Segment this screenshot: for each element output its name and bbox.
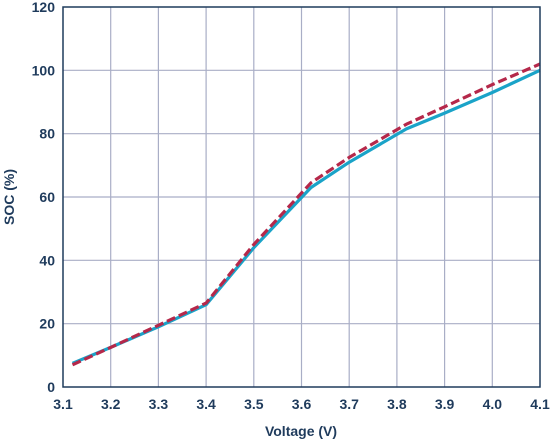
x-tick-label: 4.0 xyxy=(483,396,503,412)
x-axis-title: Voltage (V) xyxy=(265,423,337,439)
x-tick-label: 3.7 xyxy=(339,396,359,412)
x-tick-label: 3.9 xyxy=(435,396,455,412)
series-layer xyxy=(71,62,541,367)
y-tick-label: 100 xyxy=(32,62,56,78)
y-tick-label: 120 xyxy=(32,0,56,15)
x-tick-label: 3.4 xyxy=(196,396,216,412)
plot-frame xyxy=(62,6,541,388)
x-tick-label: 3.2 xyxy=(101,396,121,412)
series-line-solid xyxy=(71,68,541,365)
x-tick-label: 3.1 xyxy=(53,396,73,412)
x-tick-label: 4.1 xyxy=(530,396,550,412)
tick-label-layer: 3.1 3.2 3.3 3.4 3.5 3.6 3.7 3.8 3.9 4.0 4.1 0 20 40 60… xyxy=(32,0,550,412)
y-tick-label: 20 xyxy=(39,316,55,332)
x-tick-label: 3.8 xyxy=(387,396,407,412)
x-tick-label: 3.5 xyxy=(244,396,264,412)
y-tick-label: 80 xyxy=(39,126,55,142)
y-tick-label: 60 xyxy=(39,189,55,205)
series-line-dashed xyxy=(71,62,541,367)
x-tick-label: 3.6 xyxy=(292,396,312,412)
x-tick-label: 3.3 xyxy=(149,396,169,412)
y-tick-label: 0 xyxy=(47,379,55,395)
y-axis-title: SOC (%) xyxy=(1,169,17,225)
y-tick-label: 40 xyxy=(39,252,55,268)
